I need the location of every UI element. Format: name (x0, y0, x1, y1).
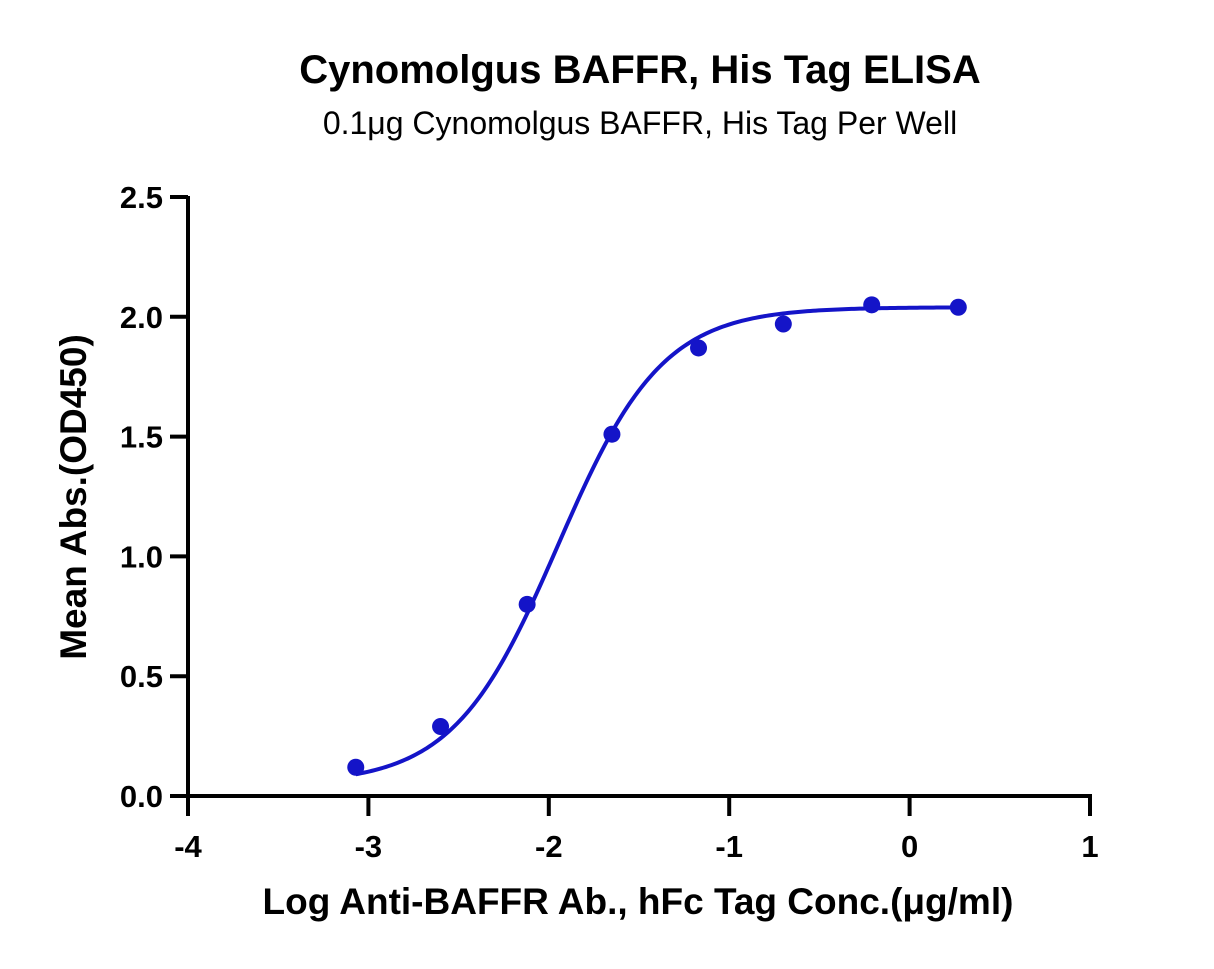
data-point (518, 595, 536, 613)
fit-curve (355, 305, 959, 777)
y-axis-label: Mean Abs.(OD450) (53, 334, 94, 660)
y-tick-label: 0.5 (120, 659, 163, 694)
data-point (432, 718, 450, 736)
x-tick-label: -3 (355, 829, 383, 864)
chart-title: Cynomolgus BAFFR, His Tag ELISA (299, 48, 981, 92)
x-tick-label: -1 (715, 829, 743, 864)
x-tick-label: -4 (174, 829, 202, 864)
x-tick-label: -2 (535, 829, 563, 864)
x-axis-label: Log Anti-BAFFR Ab., hFc Tag Conc.(μg/ml) (263, 881, 1014, 922)
data-point (347, 758, 365, 776)
x-tick-label: 1 (1081, 829, 1098, 864)
data-point (949, 298, 967, 316)
y-tick-label: 0.0 (120, 779, 163, 814)
y-tick-group: 0.0 0.5 1.0 1.5 2.0 2.5 (120, 180, 188, 814)
data-point (774, 315, 792, 333)
chart-subtitle: 0.1μg Cynomolgus BAFFR, His Tag Per Well (323, 105, 957, 141)
data-point (690, 339, 708, 357)
y-axis: 0.0 0.5 1.0 1.5 2.0 2.5 (120, 180, 190, 814)
y-tick-label: 2.0 (120, 300, 163, 335)
y-tick-label: 2.5 (120, 180, 163, 215)
x-axis: -4 -3 -2 -1 0 1 (174, 794, 1099, 864)
plot-area (347, 296, 967, 777)
x-tick-group: -4 -3 -2 -1 0 1 (174, 796, 1099, 864)
data-point (603, 425, 621, 443)
x-tick-label: 0 (901, 829, 918, 864)
y-tick-label: 1.0 (120, 539, 163, 574)
data-point (863, 296, 881, 314)
y-tick-label: 1.5 (120, 420, 163, 455)
